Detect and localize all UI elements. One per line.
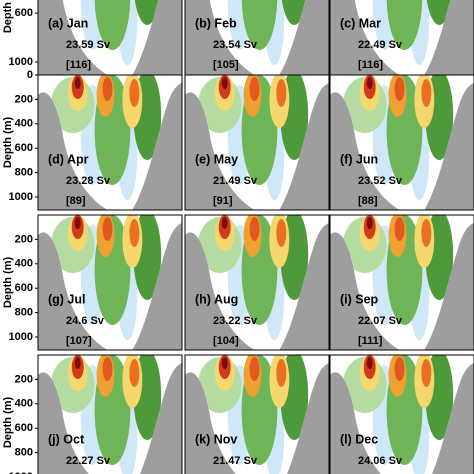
- panel-frame: [37, 354, 183, 474]
- panel-transport: 21.47 Sv: [213, 455, 258, 467]
- panel-label: (l) Dec: [340, 432, 378, 446]
- panel-label: (a) Jan: [48, 16, 88, 30]
- y-tick-label: 400: [15, 258, 33, 270]
- panel-count: [88]: [358, 195, 378, 207]
- panel-count: [89]: [66, 195, 86, 207]
- panel: (f) Jun 23.52 Sv [88]: [329, 70, 474, 211]
- y-tick-label: 800: [15, 307, 33, 319]
- panel-label: (f) Jun: [340, 152, 378, 166]
- panel-count: [107]: [66, 335, 92, 347]
- panel-transport: 23.28 Sv: [66, 175, 111, 187]
- contour-field: [330, 0, 474, 75]
- panel-label: (g) Jul: [48, 292, 86, 306]
- panel-transport: 22.07 Sv: [358, 315, 403, 327]
- y-tick-label: 1000: [9, 191, 33, 203]
- panel-count: [116]: [66, 59, 91, 71]
- panel-frame: [37, 214, 183, 351]
- contour-field: [185, 70, 329, 210]
- panel-transport: 21.49 Sv: [213, 175, 258, 187]
- panel-transport: 23.59 Sv: [66, 39, 111, 51]
- panel-frame: [184, 354, 330, 474]
- panel: (b) Feb 23.54 Sv [105]: [184, 0, 330, 76]
- y-tick-label: 200: [15, 233, 33, 245]
- panel-label: (h) Aug: [195, 292, 238, 306]
- panel-frame: [329, 214, 474, 351]
- panel-count: [91]: [213, 195, 233, 207]
- panel-transport: 22.27 Sv: [66, 455, 111, 467]
- y-tick-label: 1000: [9, 331, 33, 343]
- y-tick-label: 1000: [9, 56, 33, 68]
- contour-field: [330, 210, 474, 350]
- panel-count: [104]: [213, 335, 239, 347]
- panel-transport: 24.06 Sv: [358, 455, 403, 467]
- panel: (i) Sep 22.07 Sv [111]: [329, 210, 474, 351]
- panel-label: (e) May: [195, 152, 238, 166]
- y-axis-label: Depth (m): [2, 257, 14, 309]
- contour-field: [185, 210, 329, 350]
- y-axis-label: Depth (m): [2, 117, 14, 169]
- panel-label: (j) Oct: [48, 432, 85, 446]
- y-axis-label: Depth (m): [2, 397, 14, 449]
- panel-transport: 23.22 Sv: [213, 315, 258, 327]
- panel-count: [116]: [358, 59, 383, 71]
- y-tick-label: 600: [15, 422, 33, 434]
- y-tick-label: 800: [15, 167, 33, 179]
- panel: (d) Apr 23.28 Sv [89]: [37, 70, 183, 211]
- panel-count: [111]: [358, 335, 383, 347]
- panel-label: (i) Sep: [340, 292, 379, 306]
- panel-count: [105]: [213, 59, 239, 71]
- panel-frame: [329, 74, 474, 211]
- y-tick-label: 200: [15, 373, 33, 385]
- y-tick-label: 400: [15, 118, 33, 130]
- y-tick-label: 1000: [9, 471, 33, 474]
- panel-label: (k) Nov: [195, 432, 237, 446]
- y-tick-label: 600: [15, 7, 33, 19]
- panel: (e) May 21.49 Sv [91]: [184, 70, 330, 211]
- panel: (c) Mar 22.49 Sv [116]: [329, 0, 474, 76]
- y-tick-label: 800: [15, 447, 33, 459]
- y-tick-label: 600: [15, 142, 33, 154]
- panel-transport: 23.54 Sv: [213, 39, 258, 51]
- contour-field: [38, 210, 182, 350]
- panel-frame: [184, 214, 330, 351]
- panel: (g) Jul 24.6 Sv [107]: [37, 210, 183, 351]
- panel-transport: 23.52 Sv: [358, 175, 403, 187]
- panel-label: (b) Feb: [195, 16, 237, 30]
- contour-field: [38, 70, 182, 210]
- contour-field: [185, 0, 329, 75]
- panel: (a) Jan 23.59 Sv [116]: [37, 0, 183, 76]
- y-tick-label: 400: [15, 398, 33, 410]
- panel-frame: [37, 74, 183, 211]
- panel-transport: 22.49 Sv: [358, 39, 403, 51]
- y-tick-label: 0: [27, 69, 33, 81]
- y-axis-label: Depth (m): [2, 0, 14, 33]
- panel-frame: [329, 354, 474, 474]
- panel-label: (d) Apr: [48, 152, 89, 166]
- panel-label: (c) Mar: [340, 16, 381, 30]
- contour-field: [330, 70, 474, 210]
- contour-field: [38, 0, 182, 75]
- y-tick-label: 600: [15, 282, 33, 294]
- panel-frame: [184, 74, 330, 211]
- panel-transport: 24.6 Sv: [66, 315, 105, 327]
- y-tick-label: 200: [15, 93, 33, 105]
- panel: (h) Aug 23.22 Sv [104]: [184, 210, 330, 351]
